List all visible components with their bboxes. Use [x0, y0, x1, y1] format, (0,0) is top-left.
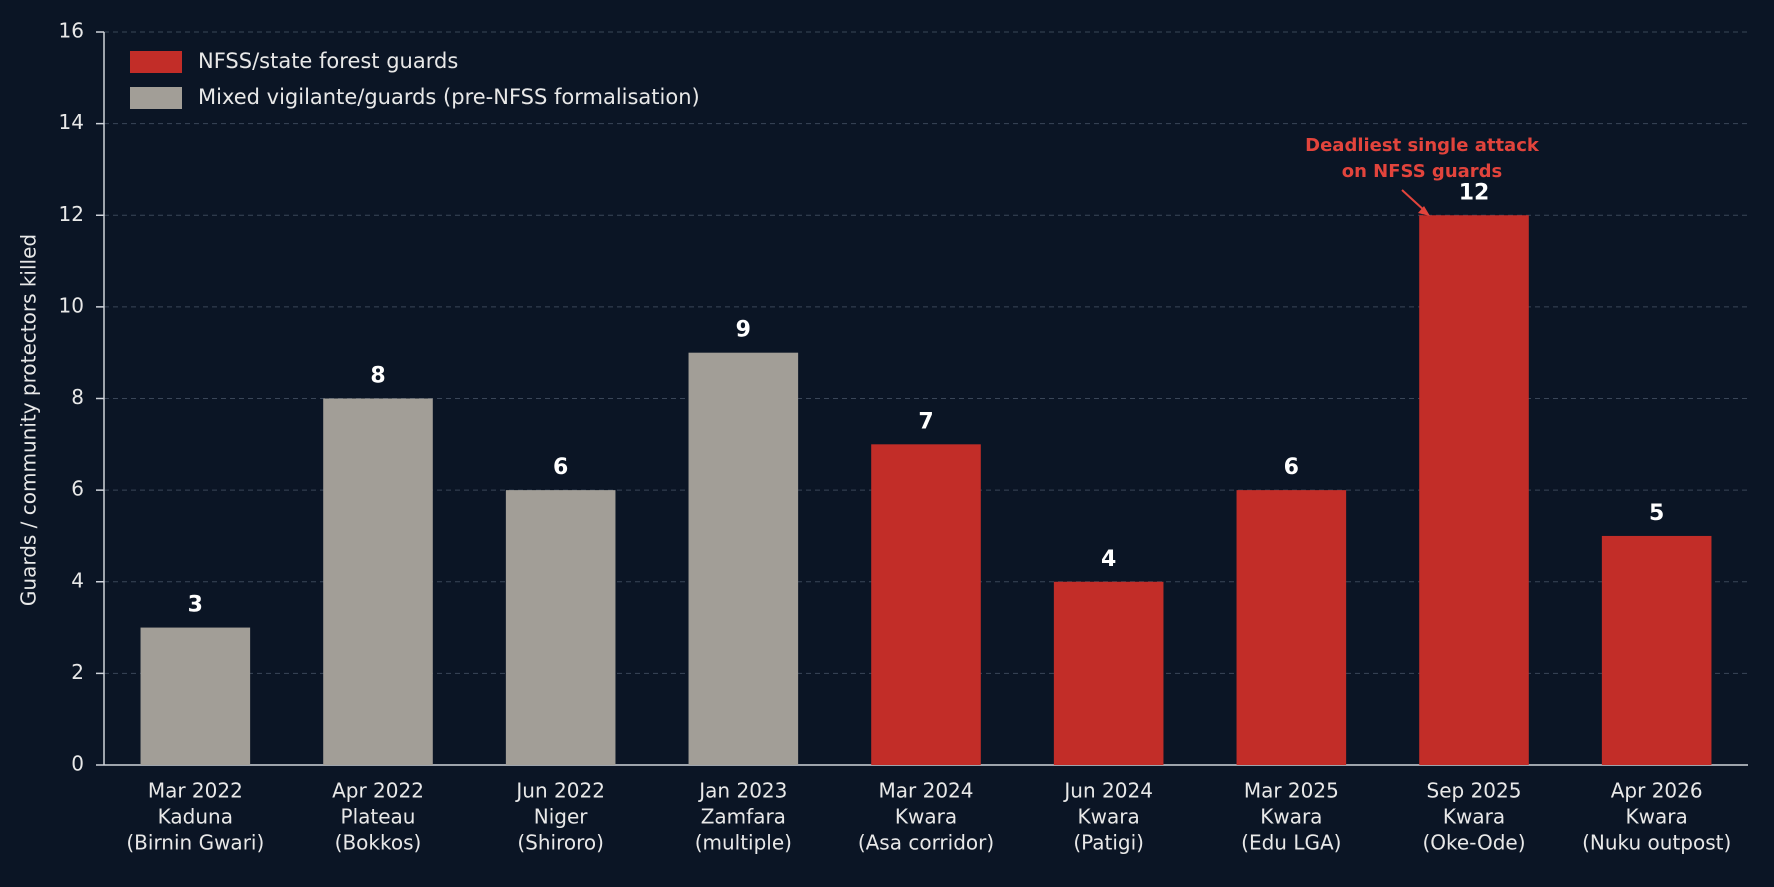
- bar: [140, 627, 251, 765]
- value-label: 12: [1459, 180, 1490, 205]
- y-tick-label: 4: [71, 568, 84, 592]
- legend-label: NFSS/state forest guards: [198, 49, 458, 73]
- x-tick-label: Apr 2022: [332, 779, 424, 803]
- x-tick-label: Kaduna: [158, 805, 233, 829]
- x-tick-label: Niger: [534, 805, 589, 829]
- x-tick-label: Plateau: [341, 805, 416, 829]
- x-tick-label: Kwara: [1260, 805, 1322, 829]
- y-tick-label: 16: [59, 19, 84, 43]
- x-tick-label: Sep 2025: [1427, 779, 1522, 803]
- x-tick-label: Kwara: [895, 805, 957, 829]
- y-tick-label: 2: [71, 660, 84, 684]
- x-tick-label: Mar 2025: [1244, 779, 1339, 803]
- bar: [1419, 215, 1529, 765]
- x-tick-label: (Edu LGA): [1241, 831, 1341, 855]
- x-tick-label: Kwara: [1078, 805, 1140, 829]
- value-label: 5: [1649, 501, 1664, 526]
- annotation-arrow: [1401, 189, 1427, 213]
- y-tick-label: 8: [71, 385, 84, 409]
- annotation: Deadliest single attack: [1305, 135, 1540, 156]
- legend-label: Mixed vigilante/guards (pre-NFSS formali…: [198, 85, 700, 109]
- x-tick-label: Zamfara: [701, 805, 786, 829]
- x-tick-label: (Asa corridor): [858, 831, 994, 855]
- x-tick-label: (Birnin Gwari): [126, 831, 264, 855]
- bar: [505, 490, 616, 765]
- y-axis-label: Guards / community protectors killed: [17, 234, 41, 606]
- bar: [1601, 535, 1712, 765]
- y-tick-label: 14: [59, 110, 84, 134]
- x-tick-label: (Nuku outpost): [1582, 831, 1731, 855]
- value-label: 8: [370, 364, 385, 389]
- x-tick-label: (Oke-Ode): [1422, 831, 1525, 855]
- annotation: on NFSS guards: [1342, 161, 1503, 182]
- x-tick-label: Mar 2024: [879, 779, 974, 803]
- x-tick-label: Jan 2023: [697, 779, 787, 803]
- legend-swatch: [130, 51, 182, 73]
- value-label: 6: [1284, 455, 1299, 480]
- bar: [688, 352, 799, 765]
- x-tick-label: Jun 2022: [514, 779, 605, 803]
- y-tick-label: 10: [59, 293, 84, 317]
- value-label: 6: [553, 455, 568, 480]
- value-label: 4: [1101, 547, 1116, 572]
- x-tick-label: Apr 2026: [1611, 779, 1703, 803]
- x-tick-label: (Bokkos): [335, 831, 422, 855]
- bar: [1236, 490, 1347, 765]
- x-tick-label: Kwara: [1626, 805, 1688, 829]
- annotation-arrowhead: [1418, 206, 1430, 216]
- x-tick-label: (Shiroro): [517, 831, 604, 855]
- x-tick-label: Kwara: [1443, 805, 1505, 829]
- bar: [1053, 581, 1164, 765]
- bar: [323, 398, 433, 765]
- x-tick-label: Mar 2022: [148, 779, 243, 803]
- y-tick-label: 0: [71, 752, 84, 776]
- bar: [871, 444, 981, 765]
- x-tick-label: (multiple): [695, 831, 792, 855]
- y-tick-label: 6: [71, 477, 84, 501]
- value-label: 9: [736, 318, 751, 343]
- value-label: 3: [188, 593, 203, 618]
- y-tick-label: 12: [59, 202, 84, 226]
- value-label: 7: [918, 409, 933, 434]
- x-tick-label: (Patigi): [1073, 831, 1144, 855]
- x-tick-label: Jun 2024: [1062, 779, 1153, 803]
- legend-swatch: [130, 87, 182, 109]
